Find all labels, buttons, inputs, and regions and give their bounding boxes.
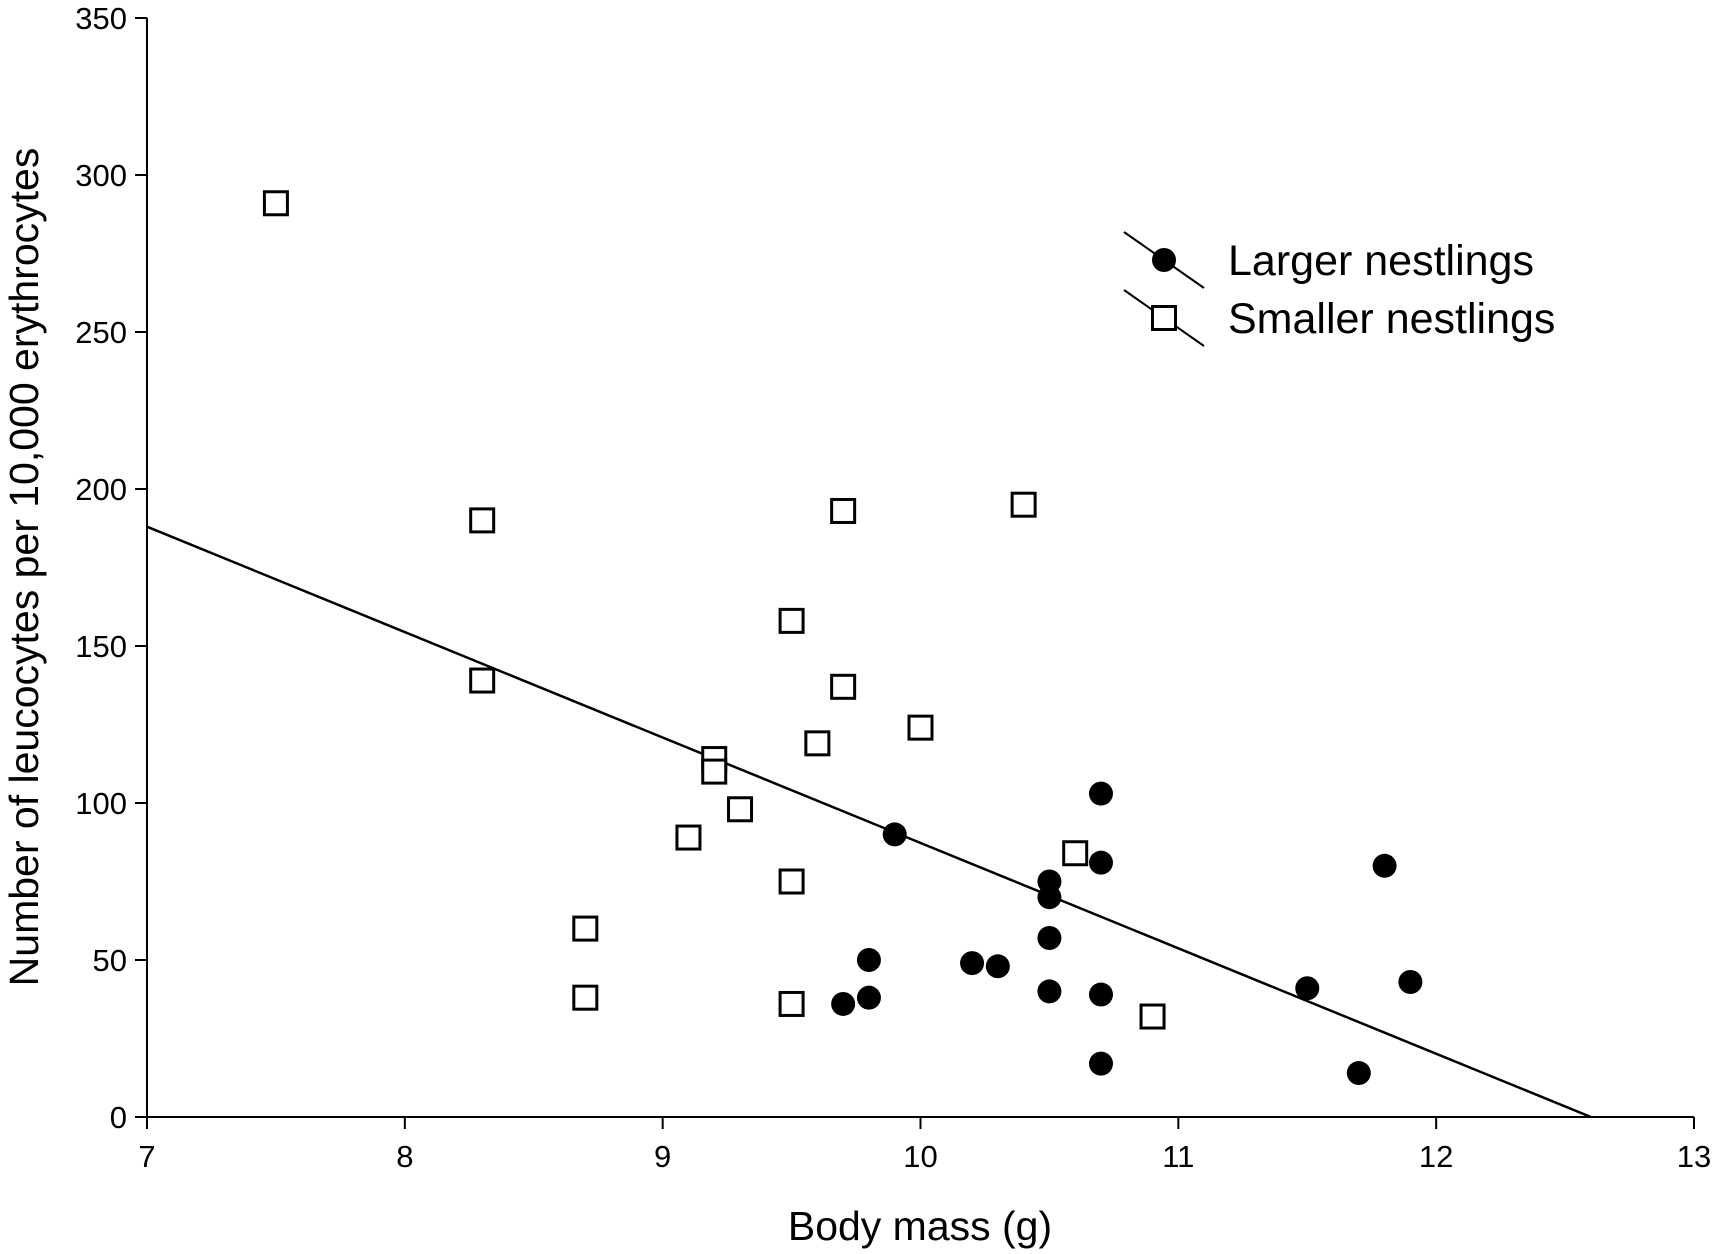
smaller-nestling-point [830,497,857,524]
y-tick-label: 0 [110,1100,127,1135]
larger-nestling-point [960,951,985,976]
x-tick-label: 10 [903,1139,937,1174]
x-ticks: 7 8 9 10 11 12 13 [138,1117,1711,1174]
y-tick-label: 150 [75,629,127,664]
larger-nestling-point [1398,969,1423,994]
smaller-nestling-point [1010,491,1037,518]
larger-nestling-point [1372,853,1397,878]
smaller-nestling-point [469,667,496,694]
y-tick-label: 200 [75,472,127,507]
smaller-nestling-point [675,824,702,851]
axes [146,18,1694,1118]
legend-larger-label: Larger nestlings [1228,237,1534,285]
larger-nestling-point [831,991,856,1016]
legend-smaller-marker [1151,305,1177,331]
larger-nestling-point [1346,1061,1371,1086]
y-tick-label: 300 [75,158,127,193]
larger-nestling-point [1037,869,1062,894]
smaller-nestling-point [1139,1003,1166,1030]
larger-nestling-point [856,985,881,1010]
smaller-nestling-point [262,190,289,217]
larger-nestling-point [1088,781,1113,806]
larger-nestling-point [882,822,907,847]
smaller-nestling-point [907,714,934,741]
y-axis-title: Number of leucocytes per 10,000 erythroc… [1,148,47,987]
x-tick-label: 8 [396,1139,413,1174]
larger-nestling-point [1295,976,1320,1001]
y-tick-label: 100 [75,786,127,821]
x-tick-label: 13 [1677,1139,1711,1174]
smaller-nestling-point [778,868,805,895]
larger-nestling-point [1088,850,1113,875]
larger-nestling-point [856,948,881,972]
larger-nestling-point [1037,926,1062,951]
legend: Larger nestlings Smaller nestlings [1123,231,1555,347]
x-tick-label: 9 [654,1139,671,1174]
smaller-nestling-point [778,607,805,634]
markers [262,190,1423,1086]
larger-nestling-point [1037,979,1062,1004]
x-tick-label: 7 [138,1139,155,1174]
legend-smaller-label: Smaller nestlings [1228,295,1555,343]
smaller-nestling-point [469,507,496,534]
smaller-nestling-point [804,730,831,757]
smaller-nestling-point [830,673,857,700]
larger-nestling-point [1088,982,1113,1007]
trend-line [146,525,1592,1119]
larger-nestling-point [985,954,1010,979]
larger-nestling-point [1088,1051,1113,1076]
x-axis-title: Body mass (g) [788,1203,1052,1249]
y-tick-label: 50 [93,943,127,978]
x-tick-label: 11 [1162,1139,1194,1174]
smaller-nestling-point [572,915,599,942]
y-ticks: 0 50 100 150 200 250 300 350 [75,1,147,1135]
x-tick-label: 12 [1419,1139,1453,1174]
smaller-nestling-point [701,758,728,785]
y-tick-label: 250 [75,315,127,350]
y-tick-label: 350 [75,1,127,36]
smaller-nestling-point [727,796,754,823]
legend-larger-marker [1152,248,1176,272]
smaller-nestling-point [1062,840,1089,867]
smaller-nestling-point [572,984,599,1011]
smaller-nestling-point [778,990,805,1017]
